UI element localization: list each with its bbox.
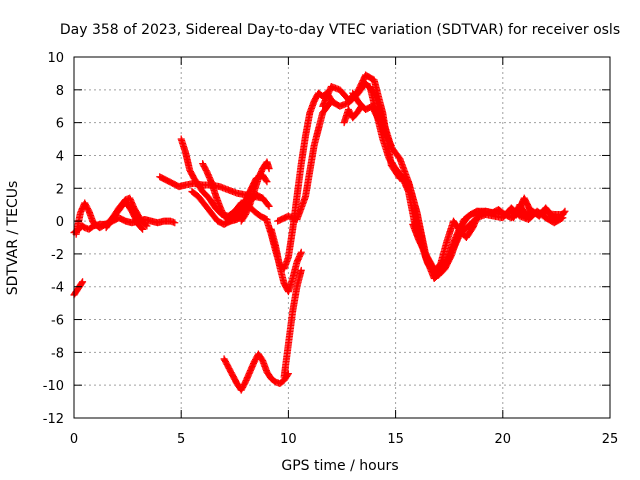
data-point [138,224,146,232]
data-point [297,248,305,256]
data-point [297,266,305,274]
grid-lines [74,57,610,418]
data-point [480,209,488,217]
series-trace-4 [70,278,87,299]
y-axis-label: SDTVAR / TECUs [5,181,21,296]
y-tick-label: -10 [43,379,64,394]
y-tick-label: 4 [56,149,64,164]
data-point [265,165,273,173]
data-point [139,225,147,233]
x-tick-label: 25 [602,432,619,447]
x-tick-label: 0 [70,432,78,447]
x-tick-label: 10 [280,432,297,447]
series-trace-10 [220,350,292,394]
data-point [171,219,179,227]
data-point [142,221,150,229]
y-tick-label: 2 [56,182,64,197]
y-tick-label: 0 [56,215,64,230]
series-trace-1 [70,214,179,237]
data-point [79,278,87,286]
x-tick-label: 5 [177,432,185,447]
data-point [262,176,270,184]
data-point [387,142,395,150]
data-point [561,207,569,215]
y-tick-label: 8 [56,84,64,99]
x-tick-label: 20 [495,432,512,447]
y-tick-label: -6 [51,314,64,329]
y-tick-label: -12 [43,412,64,427]
chart-title: Day 358 of 2023, Sidereal Day-to-day VTE… [60,22,620,38]
plot-frame [73,56,611,419]
series-trace-3 [102,194,151,232]
y-tick-label: -2 [51,248,64,263]
y-tick-label: 10 [47,51,64,66]
x-axis-label: GPS time / hours [281,458,398,474]
series-trace-20 [349,89,395,150]
data-points [70,71,569,394]
y-tick-label: -4 [51,281,64,296]
y-tick-label: -8 [51,346,64,361]
data-point [143,222,151,230]
x-tick-label: 15 [387,432,404,447]
data-point [265,202,273,210]
data-point [560,208,568,216]
data-point [264,201,272,209]
y-tick-label: 6 [56,117,64,132]
data-point [78,279,86,287]
axis-ticks: 0 5 10 15 20 25 -12 -10 -8 -6 -4 -2 0 2 4 6 8 10 [43,51,619,447]
series-trace-18 [510,201,569,223]
series-trace-9 [237,158,273,225]
series-trace-17 [409,207,488,279]
series-trace-12 [267,225,305,296]
data-point [263,178,271,186]
series-trace-13 [280,266,305,381]
